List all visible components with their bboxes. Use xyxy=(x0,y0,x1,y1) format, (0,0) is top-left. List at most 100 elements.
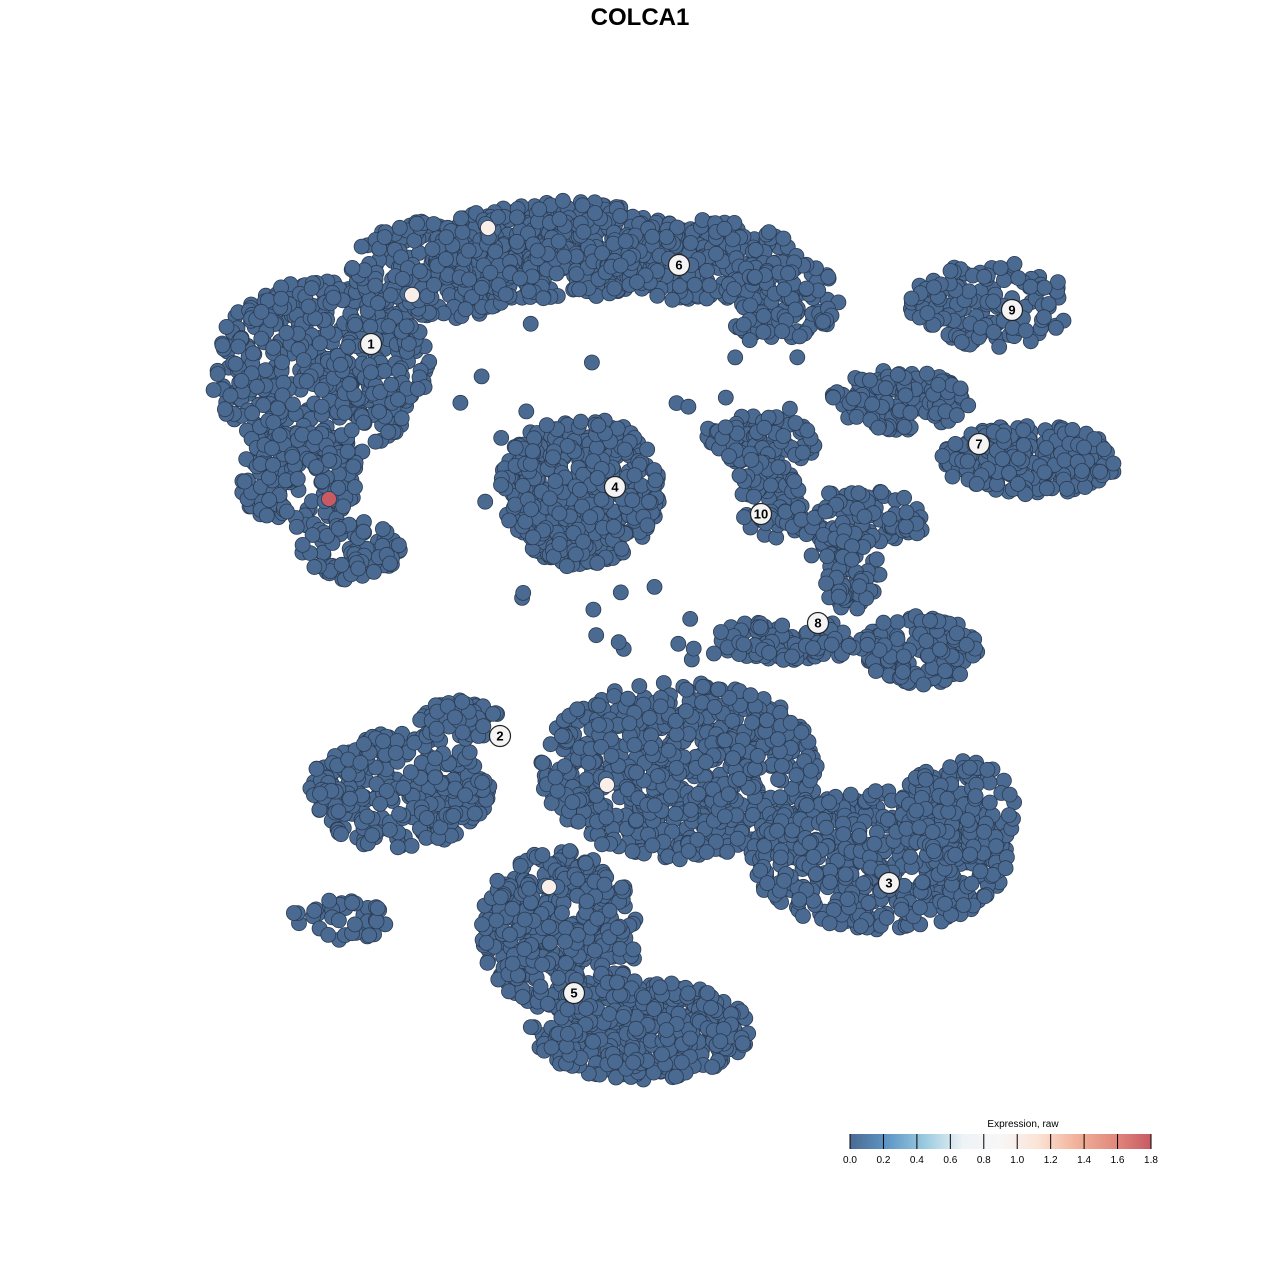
cell-point xyxy=(803,762,819,779)
cell-point xyxy=(823,636,840,653)
cell-point xyxy=(278,324,295,341)
cell-point xyxy=(342,790,358,807)
cell-point xyxy=(643,740,660,756)
cell-point xyxy=(347,479,363,496)
cell-point xyxy=(612,257,629,274)
cell-point xyxy=(817,503,834,520)
cell-point xyxy=(589,439,605,456)
cell-point xyxy=(848,408,865,425)
cell-point xyxy=(341,376,358,393)
cell-point xyxy=(570,813,587,830)
cell-point xyxy=(976,268,993,285)
cell-point xyxy=(725,750,741,767)
cell-point xyxy=(755,323,772,340)
cell-point xyxy=(710,681,727,698)
cell-point xyxy=(776,281,792,298)
cell-point xyxy=(372,796,389,812)
cell-point xyxy=(572,413,589,430)
cell-point xyxy=(374,521,391,537)
cell-point xyxy=(306,559,323,575)
cell-point xyxy=(955,897,972,913)
cell-point xyxy=(799,797,815,814)
cell-point xyxy=(400,335,417,352)
cell-point xyxy=(218,318,235,335)
cell-point xyxy=(729,830,746,847)
cell-point xyxy=(487,243,504,260)
cell-point xyxy=(591,717,607,733)
cell-point xyxy=(868,663,884,679)
cell-point xyxy=(873,484,889,501)
cell-point xyxy=(934,448,951,465)
cell-point xyxy=(473,279,490,296)
cell-point xyxy=(308,760,325,777)
cell-point xyxy=(335,498,352,515)
cell-point xyxy=(355,523,372,540)
cell-point xyxy=(507,439,524,456)
cell-point xyxy=(944,468,961,485)
cell-point xyxy=(295,352,312,369)
cell-point xyxy=(770,771,786,788)
cell-point xyxy=(893,901,910,918)
cell-point xyxy=(860,895,877,911)
cell-point xyxy=(460,242,477,259)
cell-point xyxy=(902,404,919,421)
cell-point xyxy=(658,229,675,245)
cell-point xyxy=(742,297,759,314)
cell-point xyxy=(759,712,775,729)
cell-point xyxy=(249,378,265,395)
cell-point xyxy=(300,298,317,315)
cell-point xyxy=(1015,422,1032,439)
cell-point xyxy=(617,441,633,458)
cell-point xyxy=(820,268,837,285)
cell-point xyxy=(372,384,389,401)
cell-point xyxy=(1017,322,1034,339)
cell-point xyxy=(344,259,361,276)
cell-point xyxy=(395,779,412,796)
cell-point xyxy=(850,485,867,502)
cell-point xyxy=(1092,463,1108,480)
cell-point xyxy=(314,473,330,490)
cell-point xyxy=(391,219,408,236)
cell-point xyxy=(606,688,622,704)
cell-point xyxy=(721,448,737,464)
cell-point xyxy=(746,488,762,505)
cell-point xyxy=(325,289,342,306)
cell-point xyxy=(1038,440,1055,457)
cell-point xyxy=(682,235,699,251)
cell-point xyxy=(985,293,1002,310)
cell-point xyxy=(1036,309,1052,326)
cell-point xyxy=(1015,437,1032,454)
cell-point xyxy=(1077,479,1093,496)
cell-point xyxy=(285,905,302,921)
cell-point xyxy=(1076,439,1092,456)
cell-point xyxy=(214,337,231,354)
cell-point xyxy=(798,280,815,297)
cell-point xyxy=(839,891,856,908)
cell-point xyxy=(686,276,703,293)
cell-point xyxy=(258,507,275,524)
cell-point xyxy=(947,435,964,452)
cell-point xyxy=(485,705,502,722)
cell-point xyxy=(307,429,324,446)
cell-point xyxy=(271,427,288,444)
cell-point xyxy=(493,476,509,493)
cell-point xyxy=(391,806,408,822)
cell-point xyxy=(230,338,247,355)
cell-point xyxy=(706,699,723,715)
cell-point xyxy=(717,732,733,749)
cell-point xyxy=(701,277,718,294)
cell-point xyxy=(720,786,737,802)
cell-point xyxy=(284,448,301,465)
cell-point xyxy=(1050,274,1066,291)
cell-point xyxy=(294,426,311,443)
cell-point xyxy=(352,754,369,771)
cell-point xyxy=(508,233,525,250)
cell-point xyxy=(898,518,914,535)
cell-point xyxy=(805,640,821,656)
cell-point xyxy=(409,381,426,397)
cell-point xyxy=(680,843,697,859)
cell-point xyxy=(747,241,764,258)
cell-point xyxy=(320,927,337,943)
cell-point xyxy=(919,365,935,382)
cell-point xyxy=(534,754,551,771)
